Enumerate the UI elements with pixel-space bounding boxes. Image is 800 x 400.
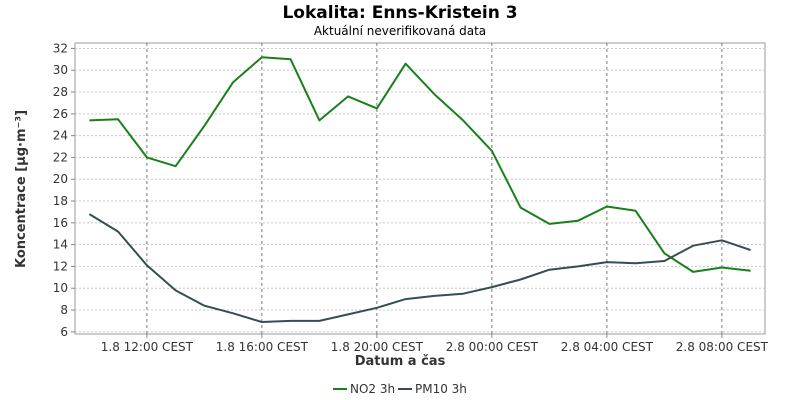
horizontal-gridlines [75,47,765,333]
y-tick-label: 22 [53,150,68,164]
y-tick-label: 24 [53,129,68,143]
x-tick-label: 2.8 08:00 CEST [676,340,769,354]
x-tick-label: 1.8 20:00 CEST [331,340,424,354]
y-tick-label: 12 [53,259,68,273]
legend: NO2 3h PM10 3h [333,382,467,396]
y-axis-label: Koncentrace [µg·m⁻³] [14,110,29,268]
y-tick-label: 18 [53,194,68,208]
series-line-no2 [89,56,751,273]
x-axis-label: Datum a čas [355,354,446,369]
legend-item-no2: NO2 3h [333,382,395,396]
x-axis-ticks: 1.8 12:00 CEST 1.8 16:00 CEST 1.8 20:00 CE… [101,334,769,354]
legend-item-pm10: PM10 3h [398,382,467,396]
vertical-gridlines [146,43,723,334]
chart-title: Lokalita: Enns-Kristein 3 [282,3,517,23]
y-tick-label: 16 [53,216,68,230]
x-tick-label: 2.8 00:00 CEST [446,340,539,354]
y-tick-label: 10 [53,281,68,295]
y-tick-label: 20 [53,172,68,186]
y-tick-label: 26 [53,107,68,121]
chart-subtitle: Aktuální neverifikovaná data [314,24,486,38]
x-tick-label: 1.8 12:00 CEST [101,340,194,354]
y-tick-label: 14 [53,238,68,252]
y-axis-ticks: 6 8 10 12 14 16 18 20 22 24 26 28 30 32 [53,41,75,339]
x-tick-label: 1.8 16:00 CEST [216,340,309,354]
plot-area [74,42,766,335]
y-tick-label: 30 [53,63,68,77]
series-line-pm10 [88,213,751,323]
y-tick-label: 28 [53,85,68,99]
legend-label: PM10 3h [415,382,467,396]
x-tick-label: 2.8 04:00 CEST [561,340,654,354]
y-tick-label: 8 [60,303,68,317]
y-tick-label: 32 [53,41,68,55]
y-tick-label: 6 [60,325,68,339]
legend-label: NO2 3h [350,382,395,396]
series-lines [88,56,751,323]
